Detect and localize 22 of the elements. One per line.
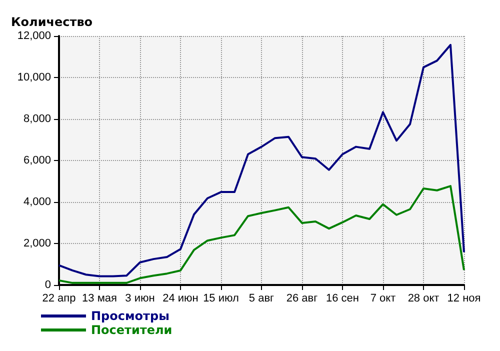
y-tick-label: 2,000	[23, 238, 51, 250]
legend-label: Просмотры	[91, 309, 170, 323]
x-tick-label: 22 апр	[42, 292, 76, 304]
x-tick-label: 3 июн	[125, 292, 155, 304]
line-series	[58, 44, 465, 278]
x-tick-label: 15 июл	[203, 292, 239, 304]
y-tick-label: 8,000	[23, 113, 51, 125]
x-tick-label: 16 сен	[326, 292, 359, 304]
legend-label: Посетители	[91, 323, 172, 337]
y-tick-label: 10,000	[17, 72, 51, 84]
x-tick-label: 7 окт	[370, 292, 396, 304]
y-tick-label: 4,000	[23, 196, 51, 208]
x-tick-label: 12 ноя	[447, 292, 481, 304]
y-tick-label: 0	[44, 279, 51, 291]
y-tick-label: 6,000	[23, 154, 51, 166]
x-tick-label: 28 окт	[408, 292, 440, 304]
y-tick-label: 12,000	[17, 30, 51, 42]
x-tick-label: 26 авг	[286, 292, 318, 304]
x-tick-label: 13 мая	[82, 292, 118, 304]
x-tick-label: 5 авг	[248, 292, 274, 304]
x-tick-label: 24 июн	[162, 292, 198, 304]
y-axis-title: Количество	[11, 15, 93, 29]
